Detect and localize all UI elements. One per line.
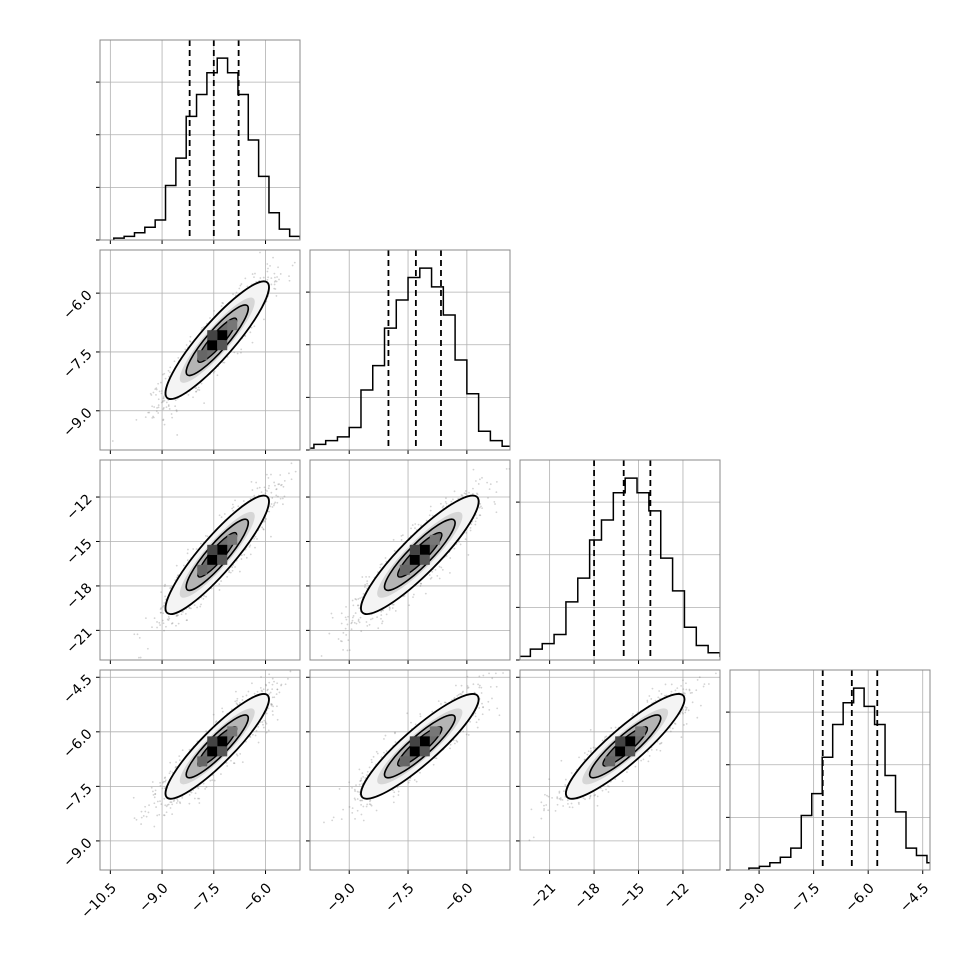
density-cell-2-0-3	[217, 554, 228, 565]
density-cell-3-1-1	[409, 746, 420, 757]
density-cell-2-1-3	[419, 554, 430, 565]
xlabel-col3-3: −4.5	[897, 880, 932, 915]
scatter-panel-3-1	[306, 669, 511, 874]
xlabel-col2-0: −21	[527, 880, 559, 912]
panel-frame-3-3	[729, 669, 931, 871]
ylabel-row2-0: −21	[63, 625, 95, 657]
density-cell-3-0-5	[227, 726, 238, 737]
ylabel-row2-2: −15	[63, 536, 95, 568]
xlabel-col1-0: −9.0	[323, 880, 358, 915]
panel-frame-0-0	[99, 39, 301, 241]
hist-panel-2	[516, 459, 721, 664]
density-cell-3-1-5	[429, 726, 440, 737]
density-cell-2-0-1	[207, 554, 218, 565]
density-cell-2-1-4	[399, 564, 410, 575]
density-cell-2-1-2	[409, 544, 420, 555]
scatter-panel-2-0	[96, 459, 301, 664]
density-cell-3-1-0	[419, 736, 430, 747]
scatter-panel-2-1	[306, 459, 511, 664]
ylabel-row1-1: −7.5	[60, 346, 95, 381]
density-cell-2-0-5	[227, 534, 238, 545]
xlabel-col0-3: −6.0	[240, 880, 275, 915]
density-cell-3-1-2	[409, 736, 420, 747]
xlabel-col3-0: −9.0	[733, 880, 768, 915]
histogram-2	[520, 477, 720, 658]
density-cell-3-1-3	[419, 746, 430, 757]
density-cell-1-0-3	[217, 340, 228, 351]
scatter-panel-1-0	[96, 249, 301, 454]
ylabel-row3-1: −7.5	[60, 781, 95, 816]
xlabel-col3-2: −6.0	[842, 880, 877, 915]
xlabel-col0-2: −7.5	[188, 880, 223, 915]
density-cell-3-1-4	[399, 756, 410, 767]
ylabel-row3-0: −9.0	[60, 835, 95, 870]
ylabel-row2-1: −18	[63, 580, 95, 612]
density-cell-3-0-2	[207, 736, 218, 747]
density-cell-2-1-5	[429, 534, 440, 545]
xlabel-col2-2: −15	[616, 880, 648, 912]
hist-panel-3	[726, 669, 931, 874]
histogram-3	[748, 687, 930, 870]
xlabel-col2-1: −18	[571, 880, 603, 912]
hist-panel-0	[96, 39, 301, 244]
density-cell-3-2-2	[615, 736, 626, 747]
panel-frame-2-0	[99, 459, 301, 661]
xlabel-col1-1: −7.5	[382, 880, 417, 915]
ylabel-row3-3: −4.5	[60, 672, 95, 707]
xlabel-col2-3: −12	[660, 880, 692, 912]
density-cell-3-0-1	[207, 746, 218, 757]
density-cell-2-0-2	[207, 544, 218, 555]
density-cell-1-0-0	[217, 330, 228, 341]
density-cell-3-2-5	[635, 726, 646, 737]
density-cell-3-0-0	[217, 736, 228, 747]
panel-frame-3-1	[309, 669, 511, 871]
panel-frame-2-1	[309, 459, 511, 661]
density-cell-3-2-1	[615, 746, 626, 757]
ylabel-row1-0: −9.0	[60, 405, 95, 440]
density-cell-3-2-4	[605, 756, 616, 767]
density-cell-3-2-0	[625, 736, 636, 747]
xlabel-col3-1: −7.5	[788, 880, 823, 915]
panel-frame-2-2	[519, 459, 721, 661]
scatter-panel-3-0	[96, 669, 301, 874]
xlabel-col0-0: −10.5	[78, 880, 120, 922]
histogram-1	[310, 267, 510, 449]
density-cell-1-0-4	[197, 350, 208, 361]
panel-frame-1-1	[309, 249, 511, 451]
scatter-panel-3-2	[516, 669, 721, 874]
density-cell-3-0-3	[217, 746, 228, 757]
density-cell-1-0-1	[207, 340, 218, 351]
density-cell-2-0-0	[217, 544, 228, 555]
density-cell-1-0-5	[227, 320, 238, 331]
density-cell-3-2-3	[625, 746, 636, 757]
ylabel-row1-2: −6.0	[60, 287, 95, 322]
panel-frame-3-2	[519, 669, 721, 871]
ylabel-row3-2: −6.0	[60, 726, 95, 761]
panel-frame-1-0	[99, 249, 301, 451]
density-cell-3-0-4	[197, 756, 208, 767]
density-cell-2-1-0	[419, 544, 430, 555]
density-cell-2-1-1	[409, 554, 420, 565]
density-cell-2-0-4	[197, 564, 208, 575]
xlabel-col1-2: −6.0	[441, 880, 476, 915]
xlabel-col0-1: −9.0	[136, 880, 171, 915]
histogram-0	[113, 57, 300, 240]
density-cell-1-0-2	[207, 330, 218, 341]
ylabel-row2-3: −12	[63, 491, 95, 523]
hist-panel-1	[306, 249, 511, 454]
panel-frame-3-0	[99, 669, 301, 871]
